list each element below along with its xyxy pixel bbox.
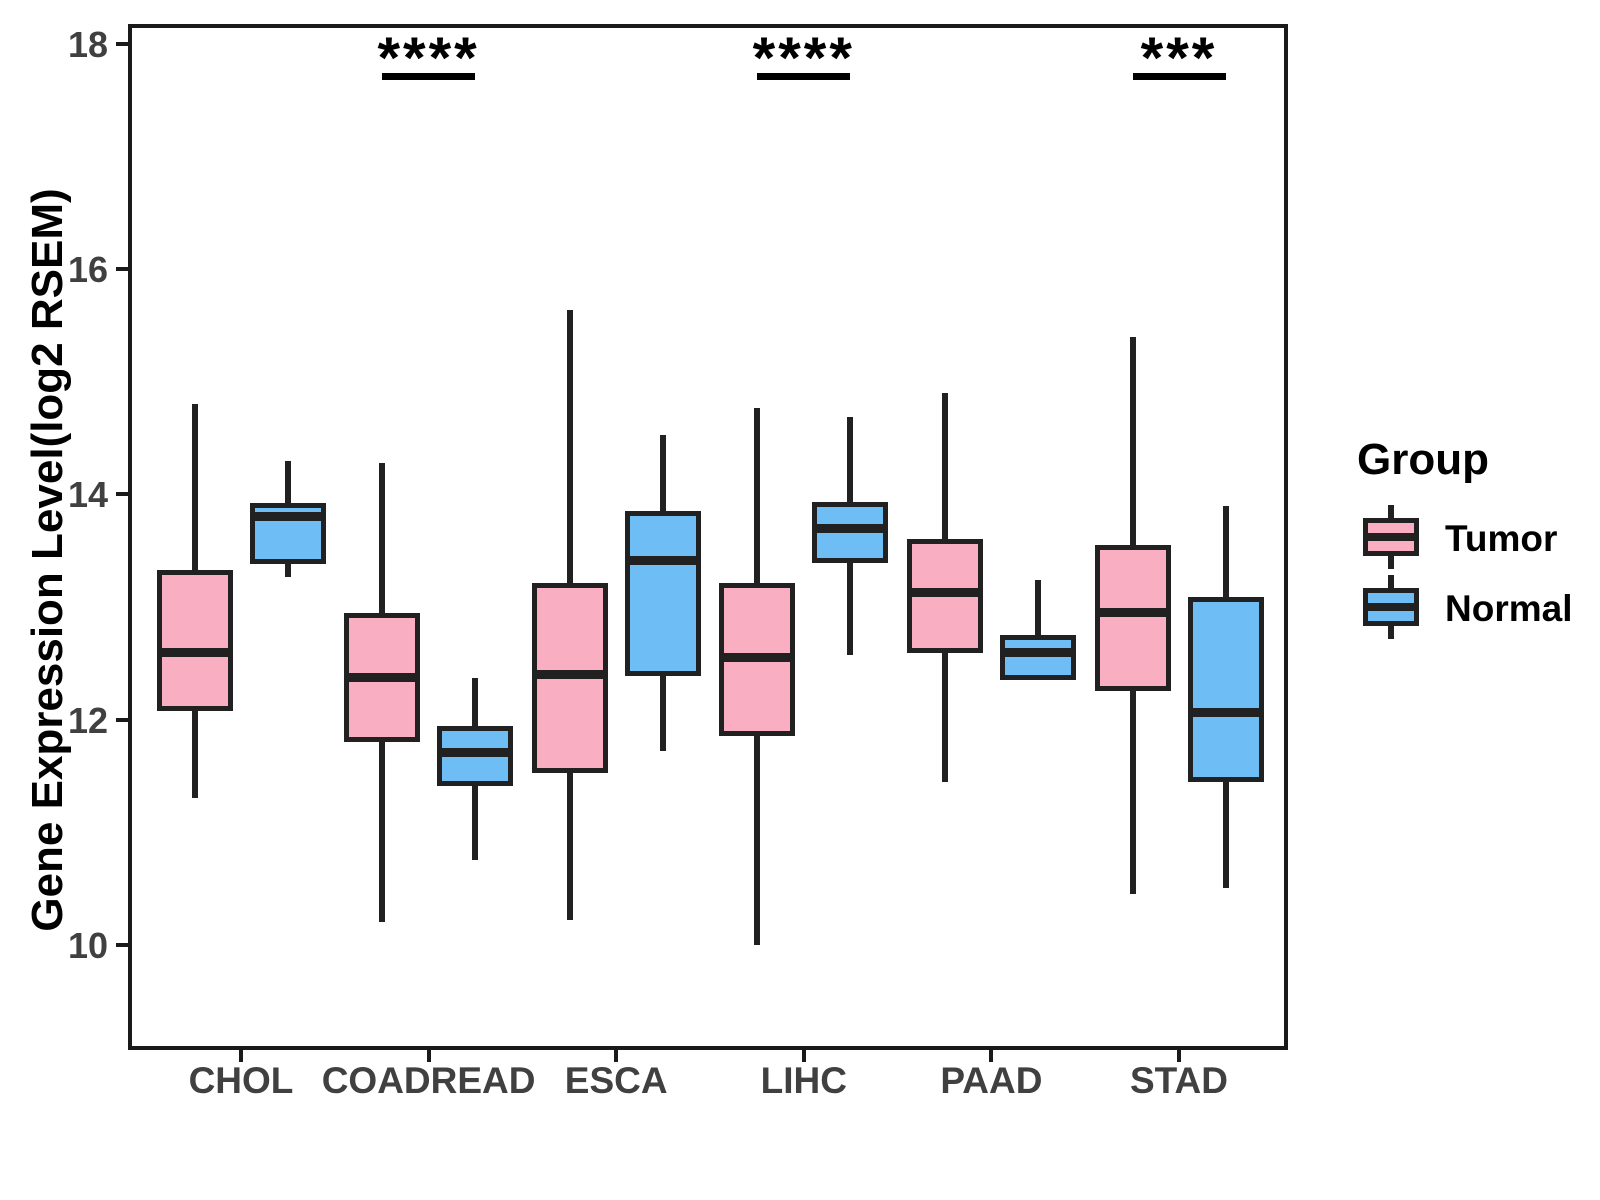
y-tick-label: 14 [67, 474, 108, 516]
significance-bar-STAD [1132, 73, 1226, 80]
significance-bar-LIHC [757, 73, 851, 80]
legend-key-median-normal [1363, 603, 1419, 611]
significance-label-COADREAD: **** [377, 26, 480, 91]
box-normal-LIHC [812, 502, 889, 564]
x-tick-mark [239, 1050, 243, 1062]
y-tick-label: 16 [67, 249, 108, 291]
box-normal-ESCA [624, 511, 701, 676]
significance-bar-COADREAD [382, 73, 476, 80]
median-normal-CHOL [249, 512, 326, 522]
x-category-label: COADREAD [321, 1060, 536, 1101]
box-normal-STAD [1187, 596, 1264, 782]
median-normal-ESCA [624, 556, 701, 566]
y-tick-mark [116, 42, 128, 46]
legend-item-label-tumor: Tumor [1445, 518, 1558, 559]
y-tick-label: 10 [67, 924, 108, 966]
legend-item-label-normal: Normal [1445, 588, 1573, 629]
median-tumor-LIHC [719, 653, 796, 663]
legend-title: Group [1357, 435, 1489, 484]
median-tumor-STAD [1094, 608, 1171, 618]
box-normal-PAAD [999, 635, 1076, 681]
median-normal-STAD [1187, 708, 1264, 718]
x-tick-mark [801, 1050, 806, 1062]
box-tumor-CHOL [156, 569, 233, 711]
box-tumor-STAD [1094, 545, 1171, 692]
y-tick-label: 12 [67, 699, 108, 741]
median-normal-PAAD [999, 647, 1076, 657]
x-category-label: PAAD [940, 1060, 1043, 1101]
x-tick-mark [989, 1050, 994, 1062]
x-category-label: CHOL [188, 1060, 294, 1101]
y-tick-label: 18 [67, 24, 108, 65]
median-tumor-ESCA [531, 670, 608, 680]
median-normal-LIHC [812, 523, 889, 533]
y-tick-mark [116, 942, 128, 947]
y-tick-mark [116, 267, 128, 272]
median-normal-COADREAD [437, 747, 514, 757]
x-tick-mark [1177, 1050, 1181, 1062]
y-tick-mark [116, 492, 128, 497]
median-tumor-PAAD [906, 587, 983, 597]
x-tick-mark [426, 1050, 431, 1062]
y-tick-mark [116, 717, 128, 722]
x-category-label: LIHC [760, 1060, 847, 1101]
x-category-label: ESCA [564, 1060, 668, 1101]
significance-label-LIHC: **** [752, 26, 855, 91]
median-tumor-COADREAD [344, 673, 421, 683]
x-tick-mark [614, 1050, 619, 1062]
whisker-normal-PAAD [1034, 579, 1041, 681]
median-tumor-CHOL [156, 647, 233, 657]
x-category-label: STAD [1130, 1060, 1228, 1101]
significance-label-STAD: *** [1140, 26, 1218, 91]
legend-key-median-tumor [1363, 533, 1419, 541]
